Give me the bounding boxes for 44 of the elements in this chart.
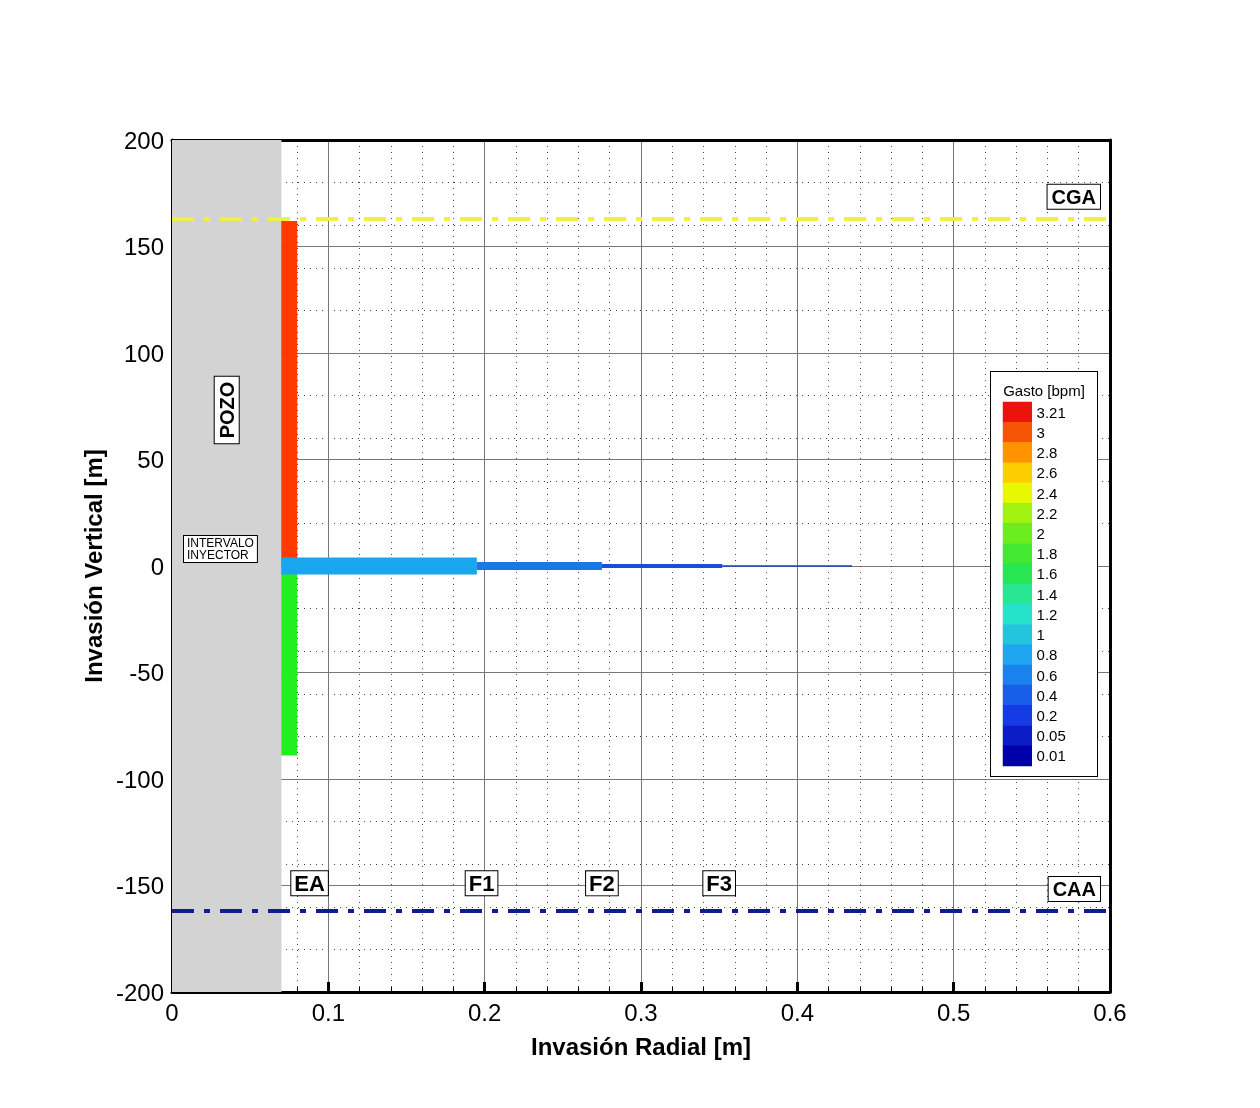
data-label: 0.8 [1036,646,1058,664]
data-label: 0.4 [1036,686,1058,704]
y-tick-label: 0 [150,552,164,580]
chart-title: Gasto [bpm] [1003,382,1085,399]
x-tick-label: 0.3 [624,998,658,1026]
y-tick-label: 200 [123,126,164,154]
x-tick-label: 0.5 [936,998,971,1026]
data-label: 0.01 [1036,747,1066,765]
data-label: 1.6 [1036,565,1058,583]
data-label: 3.21 [1036,403,1066,421]
annotation: F2 [589,870,615,896]
data-label: 0.6 [1036,666,1058,684]
data-label: 1.8 [1036,545,1058,563]
x-tick-label: 0.2 [467,998,502,1026]
annotation: F1 [468,870,495,896]
y-tick-label: -200 [115,978,164,1006]
data-label: 1.2 [1036,605,1058,623]
y-tick-label: 50 [137,446,164,473]
data-label: 2.8 [1036,444,1058,462]
data-label: 2.4 [1036,484,1058,502]
ref-line-label: CAA [1052,878,1096,901]
x-tick-label: 0.6 [1093,998,1127,1026]
data-label: 0.05 [1036,727,1066,745]
data-label: 1.4 [1036,585,1058,603]
annotation: EA [294,870,325,896]
band-label: POZO [215,381,238,439]
y-tick-label: -150 [115,872,164,899]
data-label: 2.2 [1036,504,1058,522]
data-label: 2 [1036,524,1045,542]
y-tick-label: -100 [115,765,164,793]
data-label: 0.2 [1036,706,1058,724]
x-tick-label: 0.4 [780,998,815,1026]
y-tick-label: 100 [123,339,164,367]
annotation: F3 [706,870,733,896]
y-tick-label: 150 [123,233,164,260]
y-tick-label: -50 [129,659,164,686]
x-tick-label: 0.1 [311,998,346,1026]
x-axis-title: Invasión Radial [m] [530,1032,752,1060]
data-label: 1 [1036,626,1045,644]
ref-line-label: CGA [1051,185,1096,208]
data-label: 3 [1036,423,1045,441]
annotation: INTERVALO INYECTOR [187,536,254,562]
data-label: 2.6 [1036,464,1058,482]
y-axis-title: Invasión Vertical [m] [79,449,107,683]
